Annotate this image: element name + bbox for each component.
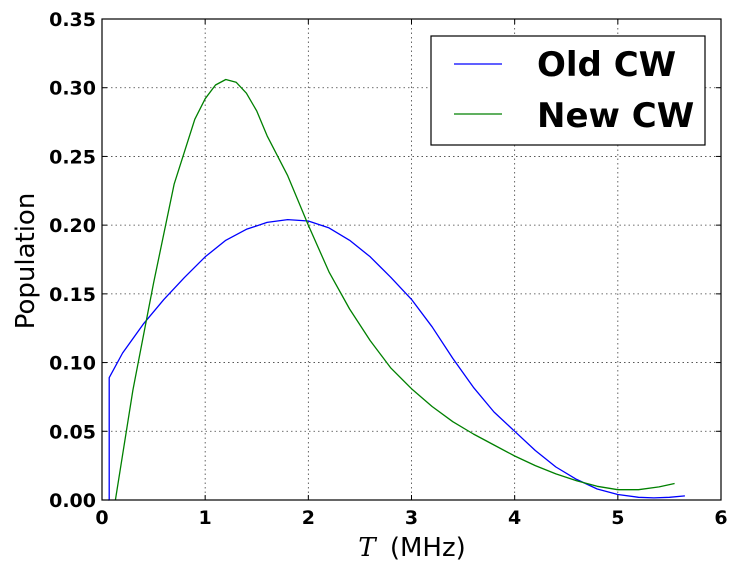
- y-tick-label: 0.10: [49, 353, 96, 375]
- y-tick-label: 0.30: [49, 78, 96, 100]
- x-tick-label: 3: [405, 507, 418, 529]
- x-axis-label: T (MHz): [358, 533, 466, 563]
- series-layer: [108, 78, 685, 501]
- x-axis-symbol: T: [358, 533, 377, 563]
- legend-box: [430, 35, 706, 146]
- y-tick-label: 0.15: [49, 284, 96, 306]
- grid-lines: [102, 19, 721, 500]
- x-tick-label: 4: [508, 507, 521, 529]
- y-tick-label: 0.20: [49, 215, 96, 237]
- series-line-old-cw: [108, 218, 685, 501]
- tick-labels: 0 1 2 3 4 5 6 0.00 0.05 0.10 0.15 0.20 0.25 0.30 0.35: [49, 9, 728, 529]
- x-tick-label: 6: [714, 507, 727, 529]
- x-axis-unit: (MHz): [390, 533, 466, 563]
- legend: Old CW New CW: [430, 35, 706, 146]
- y-tick-label: 0.05: [49, 421, 96, 443]
- x-tick-label: 1: [199, 507, 212, 529]
- y-tick-label: 0.00: [49, 490, 96, 512]
- y-tick-label: 0.25: [49, 146, 96, 168]
- x-tick-label: 0: [95, 507, 108, 529]
- legend-label-new-cw: New CW: [537, 96, 694, 136]
- y-tick-label: 0.35: [49, 9, 96, 31]
- axis-ticks: [101, 18, 722, 501]
- series-line-new-cw: [114, 78, 675, 501]
- x-tick-label: 5: [611, 507, 624, 529]
- y-axis-label: Population: [11, 193, 41, 330]
- x-tick-label: 2: [302, 507, 315, 529]
- legend-label-old-cw: Old CW: [537, 45, 676, 85]
